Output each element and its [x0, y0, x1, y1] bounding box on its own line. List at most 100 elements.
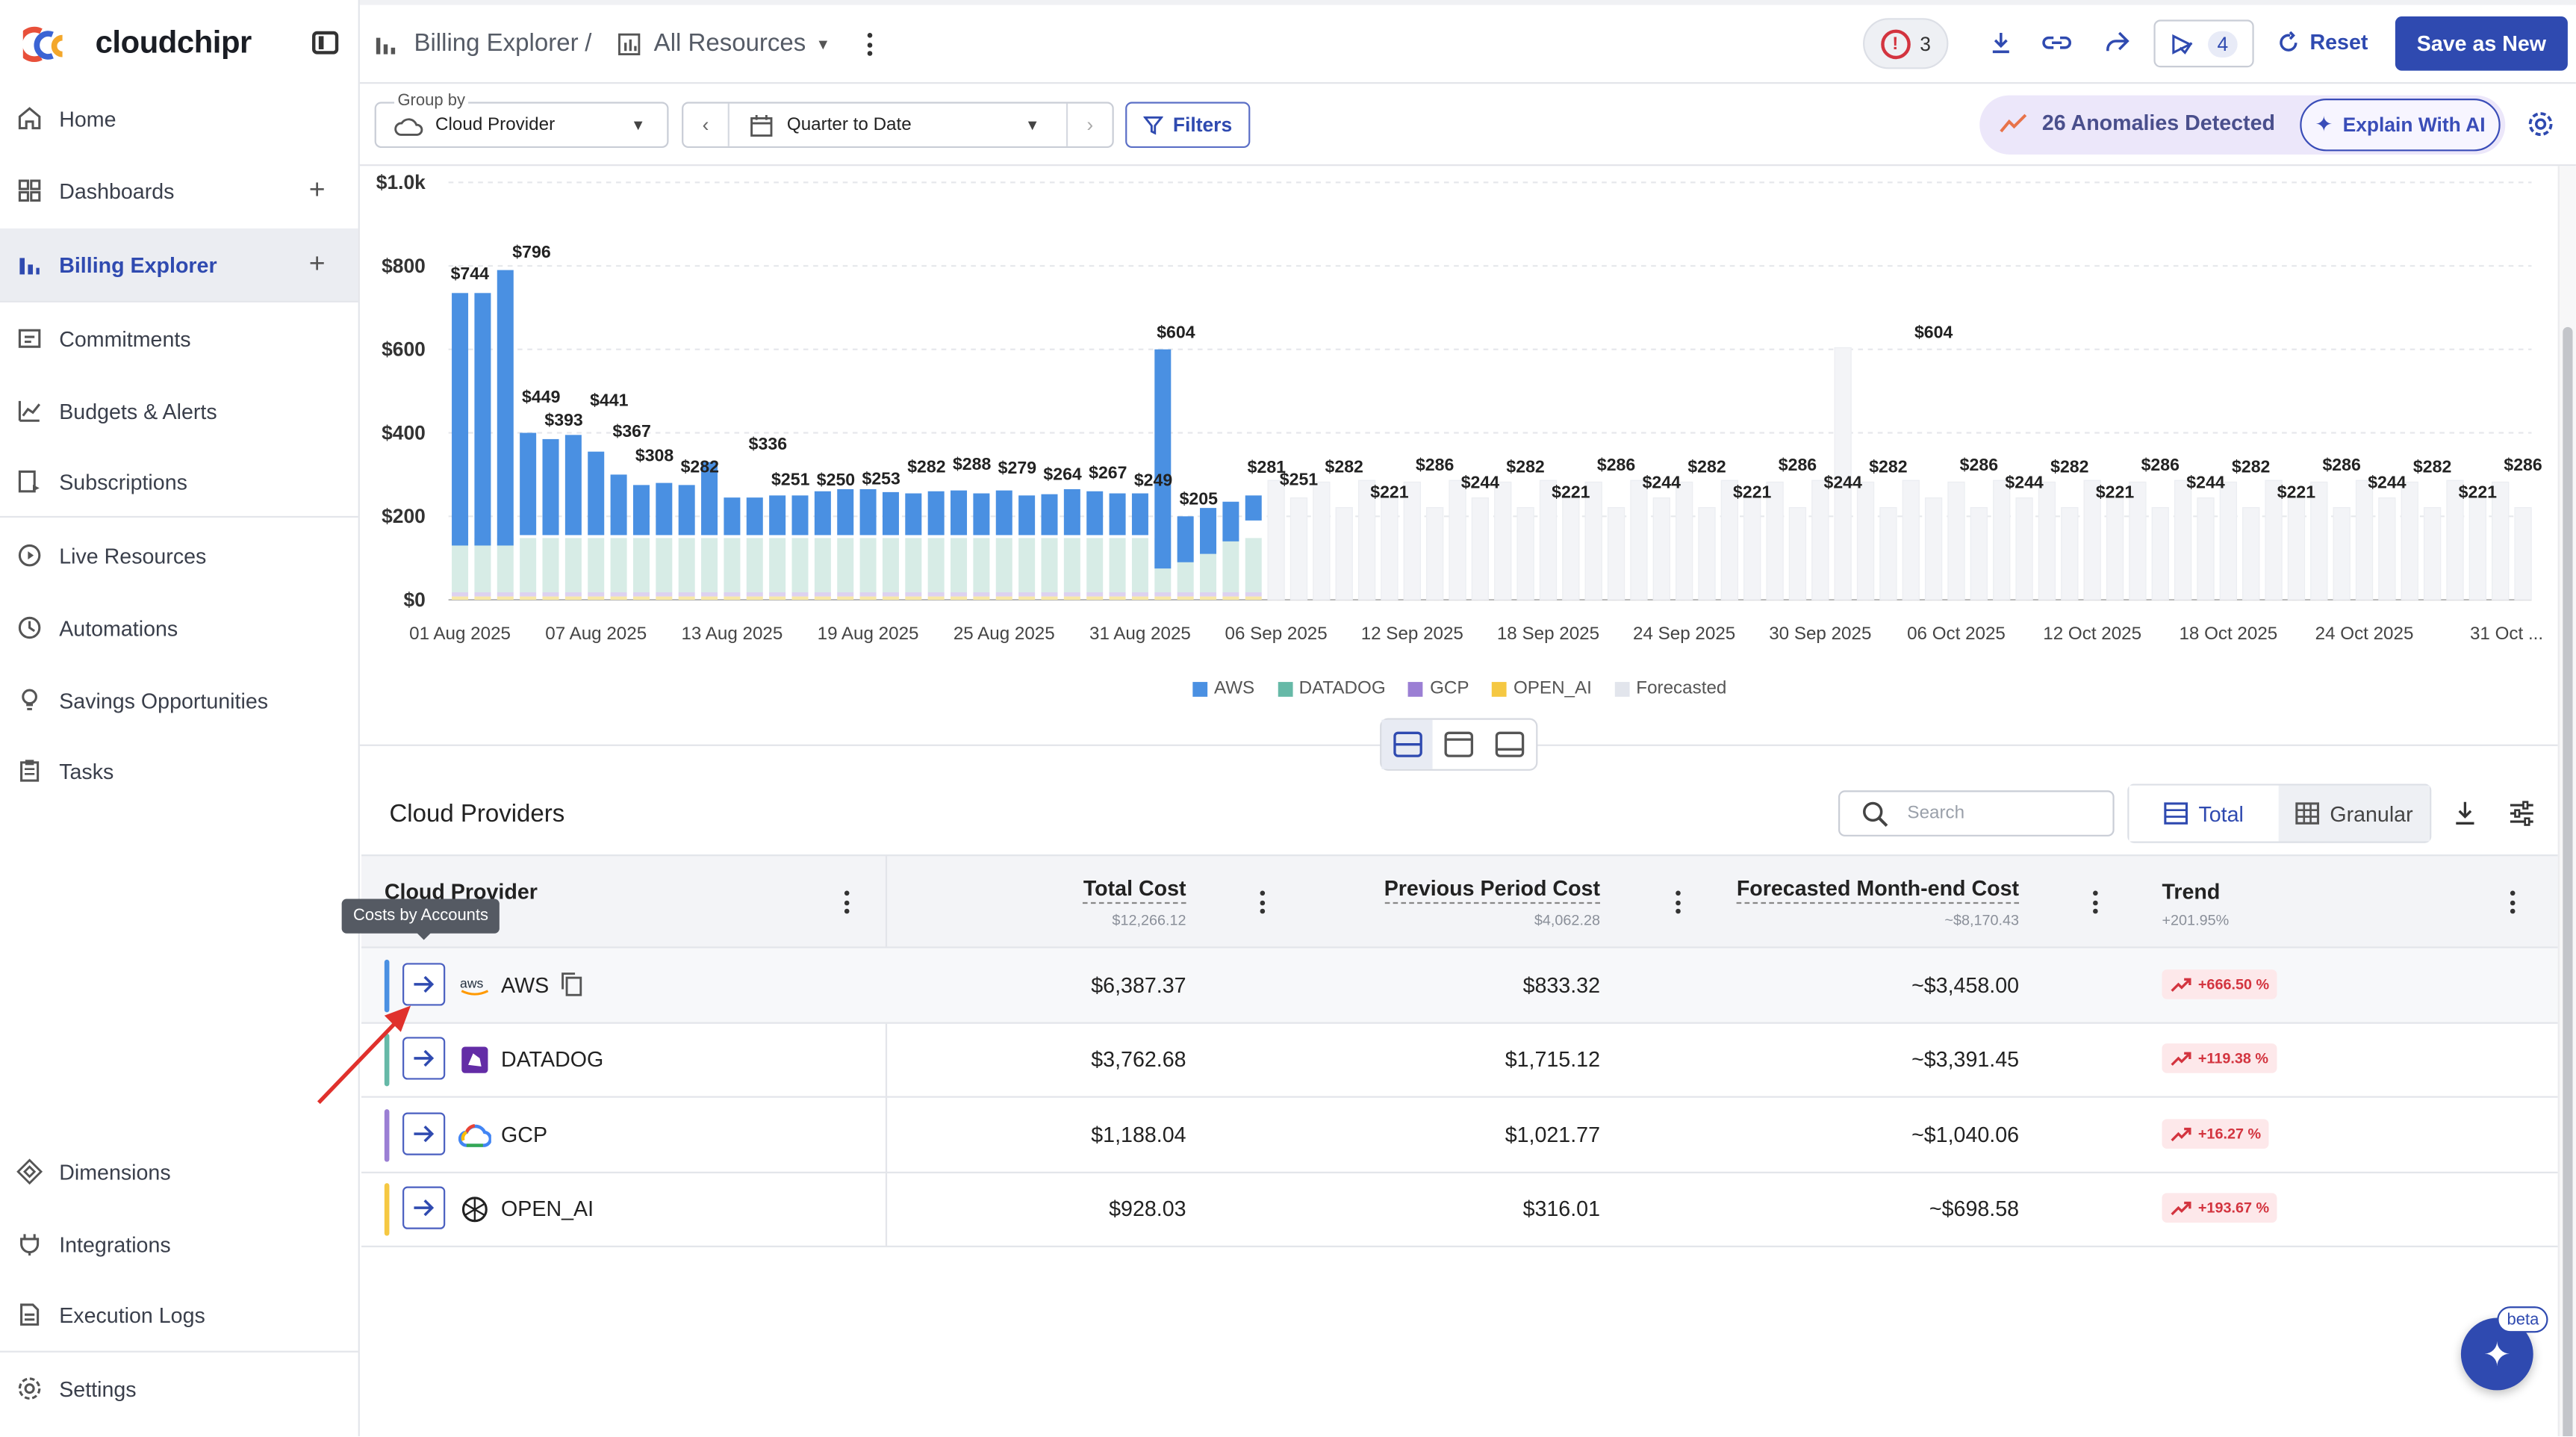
toolbar-divider	[359, 164, 2576, 167]
sidebar-item-live-resources[interactable]: Live Resources	[0, 519, 358, 592]
next-period-button[interactable]: ›	[1065, 103, 1113, 146]
sidebar-item-dashboards[interactable]: Dashboards +	[0, 155, 358, 227]
view-menu-icon[interactable]	[866, 33, 873, 56]
add-dashboard-icon[interactable]: +	[308, 174, 326, 206]
bar-aws	[1177, 516, 1194, 562]
play-circle-icon	[18, 544, 41, 567]
x-tick-label: 06 Sep 2025	[1225, 624, 1328, 644]
legend-item-openai[interactable]: OPEN_AI	[1492, 679, 1592, 698]
save-as-new-button[interactable]: Save as New	[2395, 16, 2568, 71]
sidebar-item-commitments[interactable]: Commitments	[0, 302, 358, 375]
group-by-select[interactable]: Group by Cloud Provider ▼	[374, 92, 669, 149]
bar-aws	[610, 474, 627, 536]
sidebar-item-automations[interactable]: Automations	[0, 592, 358, 664]
sidebar-item-home[interactable]: Home	[0, 82, 358, 155]
table-row[interactable]: OPEN_AI $928.03 $316.01 ~$698.58 +193.67…	[361, 1172, 2558, 1247]
bar-forecasted	[2287, 497, 2306, 600]
filters-button[interactable]: Filters	[1125, 102, 1251, 149]
legend-item-gcp[interactable]: GCP	[1408, 679, 1469, 698]
sidebar-item-integrations[interactable]: Integrations	[0, 1208, 358, 1280]
sidebar-item-execution-logs[interactable]: Execution Logs	[0, 1279, 358, 1351]
table-row[interactable]: aws AWS $6,387.37 $833.32 ~$3,458.00 +66…	[361, 948, 2558, 1024]
drilldown-button[interactable]	[402, 963, 446, 1006]
bar-forecasted	[2106, 497, 2124, 600]
scrollbar-track[interactable]	[2557, 166, 2576, 1436]
sidebar-item-dimensions[interactable]: Dimensions	[0, 1135, 358, 1208]
chart-view-button[interactable]	[1433, 720, 1484, 769]
sidebar-item-subscriptions[interactable]: Subscriptions	[0, 445, 358, 518]
alerts-button[interactable]: ! 3	[1863, 18, 1949, 69]
legend-item-forecasted[interactable]: Forecasted	[1614, 679, 1726, 698]
column-header-total[interactable]: Total Cost	[1083, 876, 1186, 904]
sidebar-item-budgets[interactable]: Budgets & Alerts	[0, 375, 358, 447]
cost-chart: $0 $200 $400 $600 $800 $1.0k $744 $796 $449 $393 $…	[376, 171, 2543, 644]
add-view-icon[interactable]: +	[308, 248, 326, 280]
link-icon[interactable]	[2042, 30, 2072, 56]
bar-datadog	[701, 538, 718, 593]
sidebar-item-billing-explorer[interactable]: Billing Explorer +	[0, 228, 358, 301]
copy-icon[interactable]	[560, 971, 583, 997]
bar-forecasted	[1970, 506, 1988, 600]
column-menu-icon[interactable]	[843, 890, 850, 914]
collapse-sidebar-icon[interactable]	[312, 31, 339, 55]
drilldown-button[interactable]	[402, 1037, 446, 1080]
bar-forecasted	[2151, 506, 2169, 600]
data-label: $221	[2096, 482, 2135, 501]
bar-forecasted	[1630, 479, 1648, 600]
column-header-previous[interactable]: Previous Period Cost	[1384, 876, 1600, 904]
sidebar-item-savings[interactable]: Savings Opportunities	[0, 664, 358, 736]
bar-datadog	[542, 538, 559, 593]
data-label: $205	[1180, 488, 1219, 508]
data-label: $221	[2277, 482, 2316, 501]
split-view-button[interactable]	[1381, 719, 1434, 769]
table-view-button[interactable]	[1484, 720, 1536, 769]
svg-text:aws: aws	[460, 975, 483, 990]
anomalies-button[interactable]: 26 Anomalies Detected	[2000, 110, 2275, 134]
column-menu-icon[interactable]	[1258, 890, 1265, 914]
view-selector[interactable]: All Resources ▼	[654, 30, 830, 58]
column-header-forecast[interactable]: Forecasted Month-end Cost	[1736, 876, 2020, 904]
column-settings-icon[interactable]	[2509, 800, 2535, 826]
tooltip-pointer	[415, 931, 432, 940]
tab-granular[interactable]: Granular	[2278, 785, 2430, 842]
data-label: $367	[613, 421, 651, 441]
arrow-right-icon	[414, 1049, 435, 1067]
export-icon[interactable]	[2453, 800, 2477, 826]
legend-item-aws[interactable]: AWS	[1192, 679, 1254, 698]
bar-openai	[497, 596, 514, 600]
bar-forecasted	[1403, 481, 1421, 600]
column-header-trend[interactable]: Trend	[2162, 879, 2221, 904]
bar-gcp	[474, 592, 491, 597]
explain-with-ai-button[interactable]: ✦ Explain With AI	[2300, 99, 2501, 152]
table-row[interactable]: GCP $1,188.04 $1,021.77 ~$1,040.06 +16.2…	[361, 1098, 2558, 1173]
sidebar-item-tasks[interactable]: Tasks	[0, 734, 358, 807]
search-input[interactable]: Search	[1838, 790, 2115, 837]
column-menu-icon[interactable]	[1674, 890, 1681, 914]
column-menu-icon[interactable]	[2091, 890, 2098, 914]
provider-color-bar	[384, 959, 390, 1013]
previous-period-button[interactable]: ‹	[683, 103, 729, 146]
legend-item-datadog[interactable]: DATADOG	[1277, 679, 1386, 698]
column-menu-icon[interactable]	[2509, 890, 2516, 914]
trend-up-icon	[2171, 1200, 2191, 1215]
sidebar-item-settings[interactable]: Settings	[0, 1353, 358, 1425]
column-divider	[885, 854, 888, 1247]
drilldown-button[interactable]	[402, 1112, 446, 1155]
logo[interactable]: cloudchipr	[22, 23, 252, 66]
settings-icon[interactable]	[2527, 110, 2554, 137]
download-icon[interactable]	[1988, 30, 2014, 56]
scrollbar-thumb[interactable]	[2563, 326, 2573, 1436]
tab-total[interactable]: Total	[2129, 785, 2279, 842]
report-icon	[618, 33, 641, 56]
provider-name: GCP	[501, 1122, 548, 1147]
breadcrumb-root[interactable]: Billing Explorer	[414, 29, 579, 58]
bar-forecasted	[1675, 481, 1693, 600]
share-icon[interactable]	[2103, 28, 2130, 55]
reset-button[interactable]: Reset	[2277, 30, 2368, 55]
drilldown-button[interactable]	[402, 1186, 446, 1229]
tasks-button[interactable]: 4	[2153, 19, 2254, 68]
bar-datadog	[724, 538, 741, 593]
bar-aws	[837, 488, 854, 536]
table-row[interactable]: DATADOG $3,762.68 $1,715.12 ~$3,391.45 +…	[361, 1022, 2558, 1098]
date-range-picker[interactable]: ‹ Quarter to Date ▼ ›	[682, 102, 1114, 149]
